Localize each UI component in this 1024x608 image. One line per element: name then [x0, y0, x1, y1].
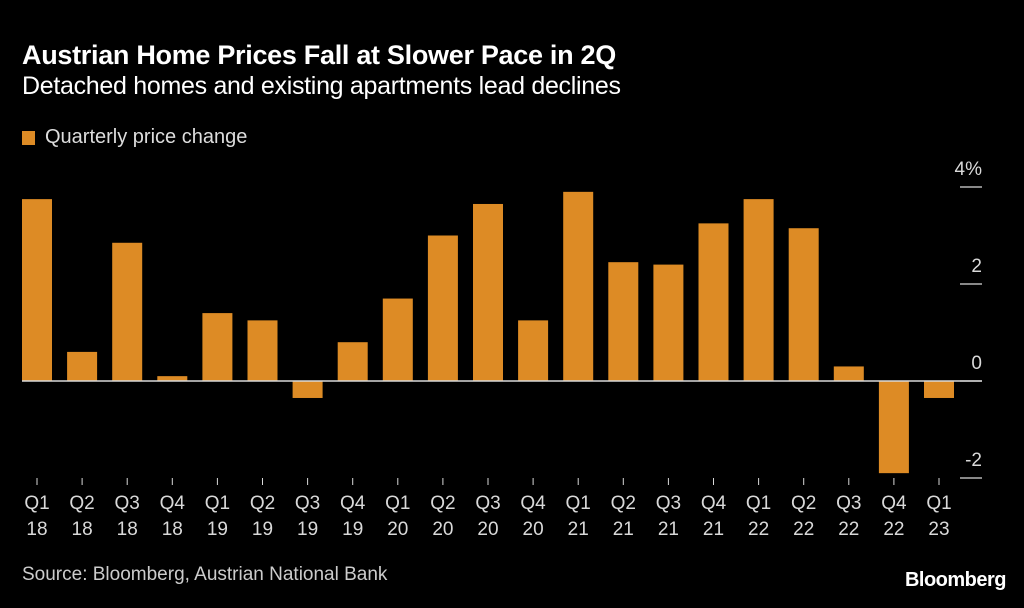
- legend-label: Quarterly price change: [45, 126, 248, 148]
- x-tick-label-quarter: Q4: [701, 493, 727, 514]
- bar-q3-21: [653, 264, 684, 381]
- x-tick-label-quarter: Q3: [836, 493, 861, 514]
- x-tick-label-year: 21: [613, 519, 634, 540]
- x-tick-label-year: 20: [432, 519, 453, 540]
- x-tick-label-year: 20: [523, 519, 544, 540]
- legend: Quarterly price change: [22, 126, 247, 149]
- x-tick-label-year: 19: [252, 519, 273, 540]
- bar-q4-18: [157, 376, 188, 381]
- x-tick-label-year: 20: [477, 519, 498, 540]
- x-tick-label-year: 20: [387, 519, 408, 540]
- bar-q1-22: [743, 199, 774, 381]
- bar-q2-18: [67, 351, 98, 381]
- chart-title: Austrian Home Prices Fall at Slower Pace…: [22, 40, 616, 70]
- x-tick-label-year: 21: [703, 519, 724, 540]
- x-tick-label-year: 23: [928, 519, 949, 540]
- y-tick-label: 2: [971, 256, 982, 277]
- x-tick-label-quarter: Q1: [205, 493, 230, 514]
- x-tick-label-quarter: Q1: [746, 493, 771, 514]
- bloomberg-logo: Bloomberg: [904, 569, 1007, 591]
- bar-q2-22: [788, 228, 819, 381]
- bar-q3-22: [833, 366, 864, 381]
- y-tick-label: 0: [971, 353, 982, 374]
- source-note: Source: Bloomberg, Austrian National Ban…: [22, 564, 388, 585]
- bar-q1-21: [563, 191, 594, 381]
- x-tick-label-year: 18: [72, 519, 93, 540]
- x-tick-label-year: 22: [883, 519, 904, 540]
- y-tick-label: -2: [965, 450, 982, 471]
- bar-q1-19: [202, 313, 233, 381]
- bar-q2-21: [608, 262, 639, 381]
- x-tick-label-quarter: Q3: [115, 493, 140, 514]
- x-tick-label-year: 18: [117, 519, 138, 540]
- x-tick-label-year: 22: [793, 519, 814, 540]
- x-tick-label-year: 22: [838, 519, 859, 540]
- y-axis: 4% 2 0 -2: [955, 159, 983, 479]
- x-axis: Q1 18 Q2 18 Q3 18 Q4 18 Q1 19 Q2 19 Q3 19 Q4 19 Q1 20 Q2 20…: [24, 478, 952, 540]
- x-tick-label-quarter: Q4: [520, 493, 546, 514]
- bar-q3-20: [473, 203, 503, 381]
- bar-q4-20: [518, 320, 549, 381]
- x-tick-label-quarter: Q1: [385, 493, 410, 514]
- bar-q4-19: [337, 342, 368, 381]
- bar-q1-18: [22, 199, 52, 381]
- x-tick-label-year: 22: [748, 519, 769, 540]
- x-tick-label-quarter: Q2: [250, 493, 275, 514]
- x-tick-label-quarter: Q2: [430, 493, 455, 514]
- y-tick-label: 4%: [955, 159, 983, 180]
- x-tick-label-quarter: Q4: [340, 493, 366, 514]
- x-tick-label-quarter: Q3: [475, 493, 500, 514]
- x-tick-label-quarter: Q2: [791, 493, 816, 514]
- x-tick-label-quarter: Q2: [69, 493, 94, 514]
- bar-q2-20: [427, 235, 458, 381]
- x-tick-label-year: 18: [26, 519, 47, 540]
- x-tick-label-quarter: Q3: [656, 493, 681, 514]
- x-tick-label-quarter: Q1: [24, 493, 49, 514]
- x-tick-label-quarter: Q4: [160, 493, 186, 514]
- bar-q4-22: [878, 381, 909, 474]
- chart-subtitle: Detached homes and existing apartments l…: [22, 72, 621, 100]
- x-tick-label-year: 19: [342, 519, 363, 540]
- x-tick-label-year: 18: [162, 519, 183, 540]
- bar-q3-19: [292, 381, 323, 398]
- legend-swatch: [22, 130, 35, 145]
- bar-q1-23: [924, 381, 954, 398]
- x-tick-label-quarter: Q1: [926, 493, 951, 514]
- x-tick-label-year: 19: [297, 519, 318, 540]
- x-tick-label-quarter: Q3: [295, 493, 320, 514]
- x-tick-label-quarter: Q2: [611, 493, 636, 514]
- bar-q1-20: [382, 298, 413, 381]
- bar-q2-19: [247, 320, 278, 381]
- x-tick-label-quarter: Q4: [881, 493, 907, 514]
- bar-q3-18: [112, 242, 143, 381]
- x-tick-label-year: 21: [658, 519, 679, 540]
- x-tick-label-quarter: Q1: [566, 493, 591, 514]
- x-tick-label-year: 21: [568, 519, 589, 540]
- bar-q4-21: [698, 223, 729, 381]
- bars-group: [22, 191, 954, 474]
- x-tick-label-year: 19: [207, 519, 228, 540]
